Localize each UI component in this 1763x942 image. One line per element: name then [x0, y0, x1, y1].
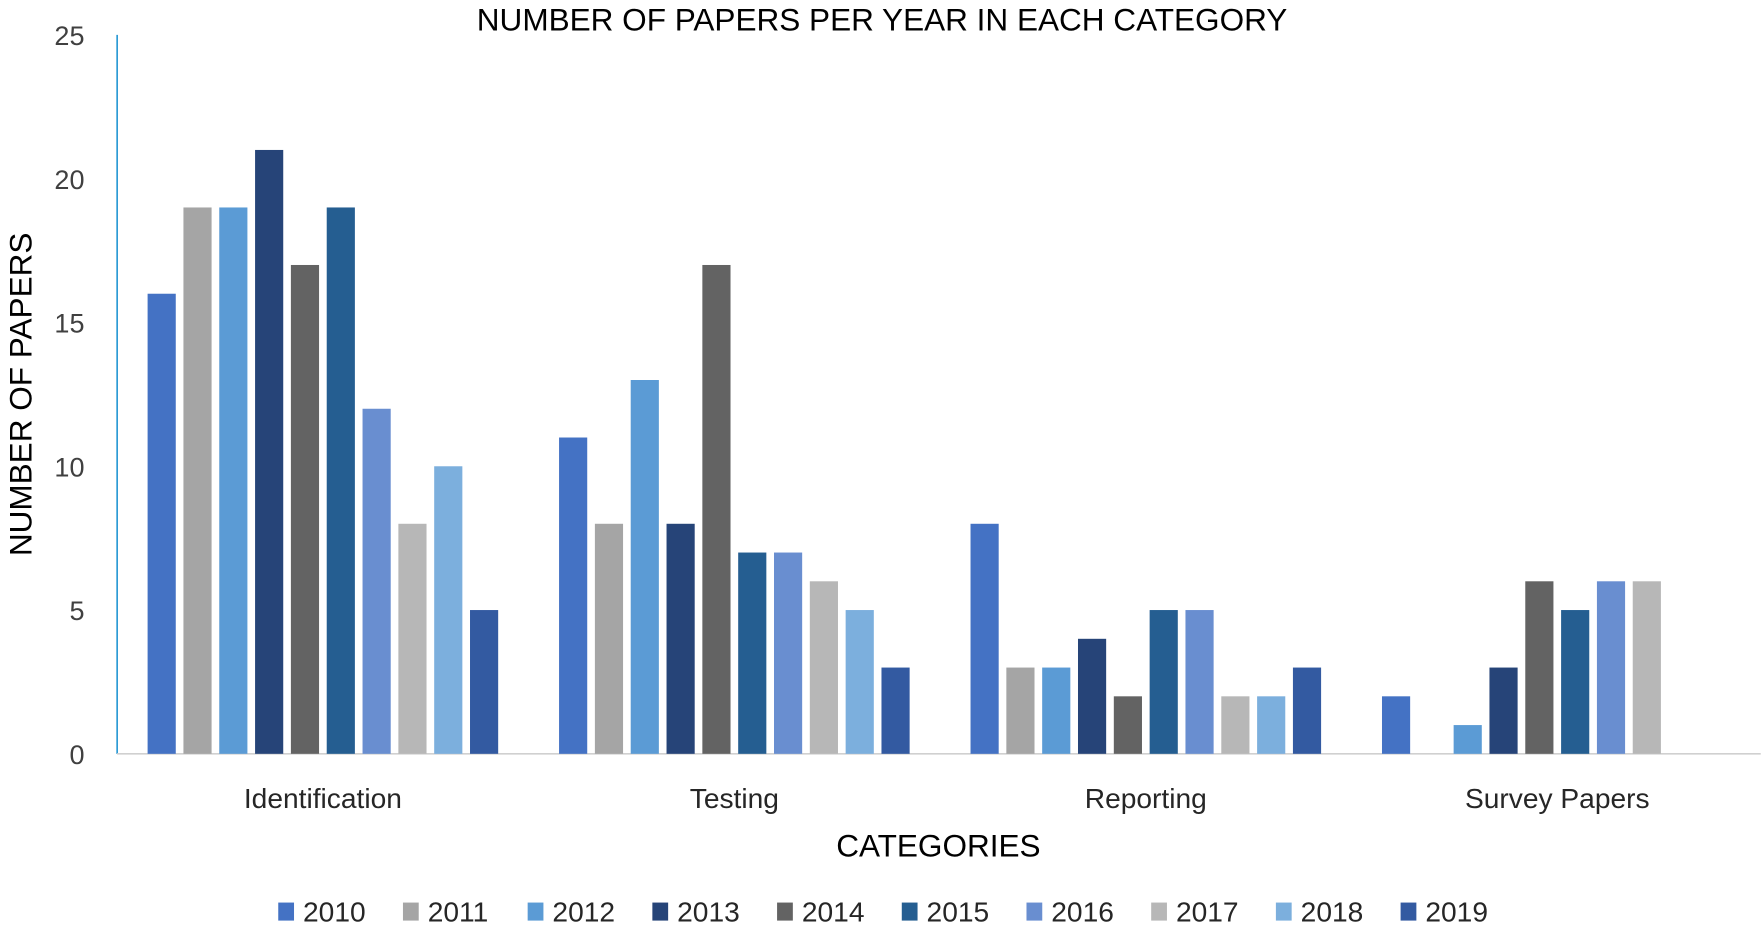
legend-swatch: [278, 902, 295, 921]
y-tick-label: 20: [54, 165, 84, 195]
legend-label: 2016: [1051, 897, 1114, 928]
bar-2019-testing: [881, 667, 910, 754]
bar-2016-testing: [774, 552, 803, 754]
bar-2014-identification: [290, 264, 320, 754]
category-label: Identification: [244, 783, 402, 814]
legend-label: 2019: [1425, 897, 1488, 928]
bar-2016-reporting: [1185, 610, 1214, 754]
category-label: Testing: [690, 783, 779, 814]
legend-label: 2018: [1301, 897, 1364, 928]
bar-2014-survey-papers: [1525, 581, 1554, 754]
bar-2017-survey-papers: [1632, 581, 1661, 754]
bar-2011-identification: [183, 207, 212, 754]
legend-swatch: [1151, 902, 1167, 921]
legend-label: 2013: [677, 897, 740, 928]
legend-label: 2014: [802, 897, 865, 928]
bar-2010-testing: [559, 437, 588, 754]
x-axis-label: CATEGORIES: [836, 827, 1040, 863]
legend-label: 2012: [552, 897, 615, 928]
bar-2012-testing: [630, 380, 659, 754]
bar-2011-testing: [594, 523, 624, 754]
bar-2019-identification: [470, 610, 499, 754]
category-label: Survey Papers: [1465, 783, 1650, 814]
bar-2013-survey-papers: [1489, 667, 1518, 754]
legend-swatch: [1026, 902, 1043, 921]
bar-2011-reporting: [1006, 667, 1035, 754]
y-axis-label: NUMBER OF PAPERS: [3, 233, 39, 557]
legend-swatch: [777, 902, 793, 921]
bar-2012-identification: [219, 207, 248, 754]
bar-2012-reporting: [1042, 667, 1071, 754]
bar-2016-identification: [362, 408, 391, 754]
bar-2014-testing: [702, 264, 731, 754]
y-tick-label: 15: [54, 309, 84, 339]
legend-swatch: [652, 902, 669, 921]
category-label: Reporting: [1085, 783, 1207, 814]
legend-label: 2010: [303, 897, 366, 928]
bar-2013-reporting: [1077, 638, 1107, 754]
bar-2015-survey-papers: [1561, 610, 1590, 754]
bar-2018-testing: [845, 610, 874, 754]
bar-2018-identification: [434, 466, 463, 754]
y-tick-label: 0: [69, 740, 84, 770]
legend-swatch: [1400, 902, 1417, 921]
bar-2017-identification: [398, 523, 427, 754]
bar-2018-reporting: [1257, 696, 1286, 754]
y-tick-label: 25: [54, 21, 84, 51]
bar-2013-testing: [666, 523, 695, 754]
bar-2015-identification: [326, 207, 355, 754]
legend-label: 2011: [428, 897, 489, 928]
bar-2013-identification: [255, 149, 284, 754]
chart-title: NUMBER OF PAPERS PER YEAR IN EACH CATEGO…: [477, 1, 1288, 37]
bar-2012-survey-papers: [1453, 725, 1482, 754]
legend-label: 2017: [1176, 897, 1239, 928]
bar-2010-survey-papers: [1381, 696, 1411, 754]
bar-2015-testing: [738, 552, 767, 754]
legend-swatch: [527, 902, 544, 921]
bar-2010-reporting: [970, 523, 999, 754]
bar-2010-identification: [147, 293, 176, 754]
legend-swatch: [901, 902, 918, 921]
bar-2015-reporting: [1149, 610, 1178, 754]
legend-swatch: [402, 902, 419, 921]
y-tick-label: 10: [54, 452, 84, 482]
y-tick-label: 5: [69, 596, 84, 626]
legend-swatch: [1275, 902, 1292, 921]
bar-2017-reporting: [1221, 696, 1250, 754]
bar-2014-reporting: [1113, 696, 1142, 754]
legend-label: 2015: [927, 897, 990, 928]
bar-2019-reporting: [1292, 667, 1322, 754]
bar-2017-testing: [809, 581, 838, 754]
bar-2016-survey-papers: [1596, 581, 1626, 754]
